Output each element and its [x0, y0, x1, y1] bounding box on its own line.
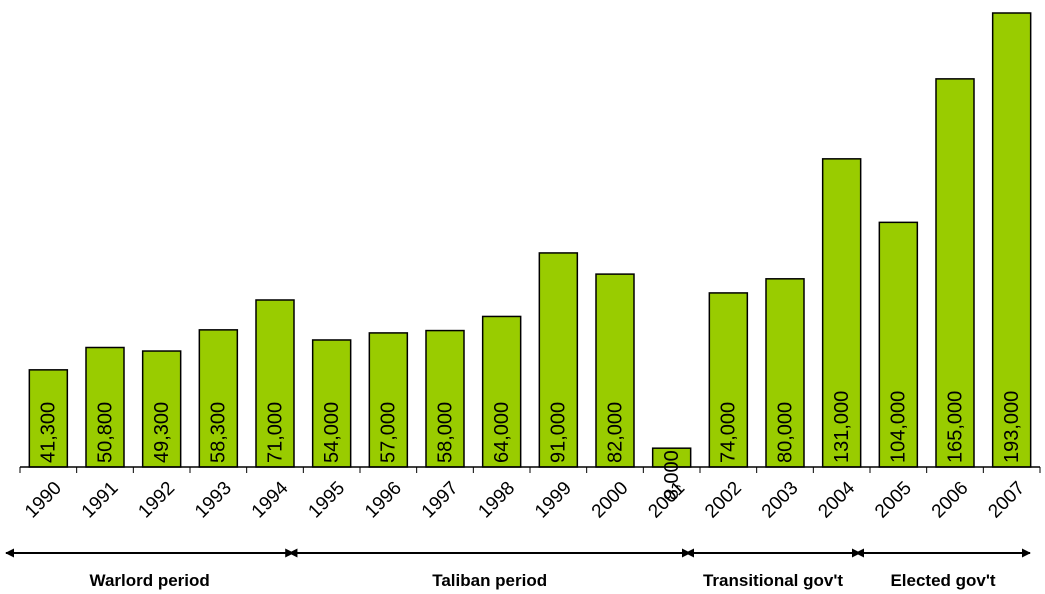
bar-2000 [595, 273, 635, 468]
tick-label-2002: 2002 [701, 478, 746, 523]
bar-2002 [708, 292, 749, 468]
period-label-3: Transitional gov't [703, 571, 843, 590]
value-label-1994: 71,000 [264, 402, 286, 463]
value-label-1997: 58,000 [434, 402, 456, 463]
value-label-2006: 165,000 [944, 391, 966, 463]
tick-label-1999: 1999 [531, 478, 576, 523]
bar-1990 [28, 369, 69, 468]
value-label-1998: 64,000 [491, 402, 513, 463]
bar-2005 [878, 221, 919, 468]
tick-label-1993: 1993 [191, 478, 236, 523]
tick-label-1995: 1995 [304, 478, 349, 523]
period-annotations: Warlord period Taliban period Transitional… [5, 548, 1031, 590]
bar-1997 [425, 329, 465, 468]
bar-1995 [311, 339, 352, 468]
tick-label-2000: 2000 [588, 478, 633, 523]
tick-label-1994: 1994 [248, 477, 293, 522]
value-label-2007: 193,000 [1001, 391, 1023, 463]
value-label-1995: 54,000 [321, 402, 343, 463]
tick-label-2007: 2007 [984, 478, 1029, 523]
value-label-2002: 74,000 [718, 402, 740, 463]
period-label-2: Taliban period [432, 571, 547, 590]
tick-label-1997: 1997 [418, 478, 463, 523]
value-label-1990: 41,300 [38, 402, 60, 463]
period-label-4: Elected gov't [890, 571, 995, 590]
tick-label-1992: 1992 [134, 478, 179, 523]
bar-2007 [991, 12, 1032, 468]
value-label-2004: 131,000 [831, 391, 853, 463]
value-label-2001: 8,000 [661, 450, 683, 500]
bar-2006 [935, 78, 975, 468]
tick-label-2004: 2004 [814, 477, 859, 522]
bar-2004 [821, 158, 862, 468]
tick-label-1998: 1998 [474, 478, 519, 523]
bar-2003 [765, 278, 805, 468]
bar-1993 [198, 329, 239, 468]
value-label-1992: 49,300 [151, 402, 173, 463]
tick-label-2005: 2005 [871, 478, 916, 523]
value-label-1991: 50,800 [94, 402, 116, 463]
x-axis [19, 466, 1041, 473]
bar-1991 [85, 346, 125, 468]
tick-label-1991: 1991 [78, 478, 123, 523]
tick-label-1996: 1996 [361, 478, 406, 523]
value-label-2005: 104,000 [888, 391, 910, 463]
tick-label-2003: 2003 [758, 478, 803, 523]
value-label-1996: 57,000 [378, 402, 400, 463]
value-label-1993: 58,300 [208, 402, 230, 463]
value-label-2003: 80,000 [774, 402, 796, 463]
period-label-1: Warlord period [90, 571, 210, 590]
value-label-1999: 91,000 [548, 402, 570, 463]
tick-label-1990: 1990 [21, 478, 66, 523]
bar-1999 [538, 252, 579, 468]
value-label-2000: 82,000 [604, 402, 626, 463]
x-tick-labels: 1990 1991 1992 1993 1994 1995 1996 1997 1998 1999… [21, 477, 1029, 522]
bars-group: 41,300 50,800 49,300 58,300 71,000 54,000 57,0… [28, 12, 1032, 500]
tick-label-2006: 2006 [928, 478, 973, 523]
